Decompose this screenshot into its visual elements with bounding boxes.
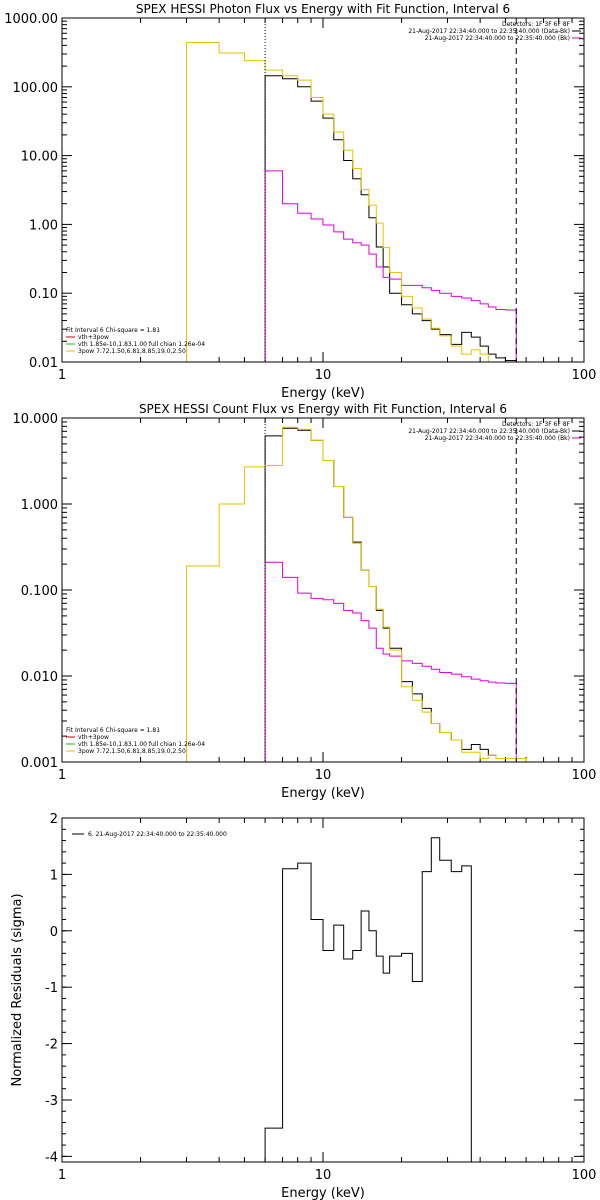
series-group bbox=[264, 837, 472, 1162]
x-tick-label: 10 bbox=[315, 768, 332, 783]
y-tick-label: 0.010 bbox=[21, 670, 58, 685]
legend-entry: 21-Aug-2017 22:34:40.000 to 22:35:40.000… bbox=[408, 428, 570, 435]
y-tick-label: -4 bbox=[45, 1150, 58, 1165]
y-axis-label: Normalized Residuals (sigma) bbox=[10, 893, 25, 1086]
legend-entry: 6. 21-Aug-2017 22:34:40.000 to 22:35:40.… bbox=[88, 831, 227, 838]
y-tick-label: -2 bbox=[45, 1038, 58, 1053]
x-tick-label: 100 bbox=[572, 1168, 597, 1183]
x-tick-label: 100 bbox=[572, 768, 597, 783]
legend-entry: 21-Aug-2017 22:34:40.000 to 22:35:40.000… bbox=[425, 435, 570, 442]
data-series bbox=[186, 426, 527, 762]
legend-entry: 21-Aug-2017 22:34:40.000 to 22:35:40.000… bbox=[408, 28, 570, 35]
y-tick-label: 2 bbox=[50, 812, 58, 827]
legend-entry: vth 1.85e-10,1.83,1.00 full chian 1.26e-… bbox=[78, 341, 205, 348]
y-tick-label: 1.000 bbox=[21, 498, 58, 513]
legend-entry: 3pow 7.72,1.50,6.81,8.85,19.0,2.50 bbox=[78, 748, 186, 755]
y-tick-label: -3 bbox=[45, 1094, 58, 1109]
y-tick-label: 1000.00 bbox=[4, 12, 58, 27]
data-series bbox=[264, 75, 517, 362]
x-axis-label: Energy (keV) bbox=[281, 386, 365, 401]
data-series bbox=[264, 427, 517, 762]
y-tick-label: 0.10 bbox=[29, 287, 58, 302]
y-tick-label: 10.000 bbox=[13, 412, 59, 427]
data-series bbox=[264, 837, 472, 1162]
y-tick-label: 0.100 bbox=[21, 584, 58, 599]
y-tick-label: 10.00 bbox=[21, 150, 58, 165]
plot-frame bbox=[61, 17, 585, 363]
x-axis-label: Energy (keV) bbox=[281, 1186, 365, 1200]
data-series bbox=[186, 42, 517, 362]
data-series bbox=[264, 561, 517, 762]
y-tick-label: 0.01 bbox=[29, 356, 58, 371]
chart-title: SPEX HESSI Photon Flux vs Energy with Fi… bbox=[136, 2, 510, 16]
x-axis-label: Energy (keV) bbox=[281, 786, 365, 801]
legend-entry: 21-Aug-2017 22:34:40.000 to 22:35:40.000… bbox=[425, 35, 570, 42]
legend-entry: vth+3pow bbox=[78, 734, 109, 741]
count-flux-panel: SPEX HESSI Count Flux vs Energy with Fit… bbox=[13, 402, 597, 801]
legend-entry: Detectors: 1F 3F 6F 8F bbox=[502, 421, 571, 428]
x-tick-label: 100 bbox=[572, 368, 597, 383]
y-tick-label: -1 bbox=[45, 981, 58, 996]
plot-frame bbox=[61, 417, 585, 763]
series-group bbox=[186, 42, 517, 362]
residuals-panel: 1 10 100 Energy (keV) -4 -3 -2 -1 0 1 2 Normalized … bbox=[10, 812, 596, 1200]
legend-entry: 3pow 7.72,1.50,6.81,8.85,19.0,2.50 bbox=[78, 348, 186, 355]
x-tick-label: 1 bbox=[58, 768, 66, 783]
y-tick-label: 100.00 bbox=[13, 81, 59, 96]
x-tick-label: 10 bbox=[315, 368, 332, 383]
legend-entry: vth+3pow bbox=[78, 334, 109, 341]
legend-entry: Fit Interval 6 Chi-square = 1.81 bbox=[66, 327, 160, 334]
legend-entry: vth 1.85e-10,1.83,1.00 full chian 1.26e-… bbox=[78, 741, 205, 748]
chart-title: SPEX HESSI Count Flux vs Energy with Fit… bbox=[139, 402, 507, 416]
legend-entry: Detectors: 1F 3F 6F 8F bbox=[502, 21, 571, 28]
series-group bbox=[186, 426, 527, 762]
x-tick-label: 10 bbox=[315, 1168, 332, 1183]
y-tick-label: 0.001 bbox=[21, 756, 58, 771]
legend-entry: Fit Interval 6 Chi-square = 1.81 bbox=[66, 727, 160, 734]
x-tick-label: 1 bbox=[58, 1168, 66, 1183]
photon-flux-panel: SPEX HESSI Photon Flux vs Energy with Fi… bbox=[4, 2, 596, 401]
y-tick-label: 0 bbox=[50, 925, 58, 940]
y-tick-label: 1.00 bbox=[29, 218, 58, 233]
plot-frame bbox=[61, 817, 585, 1163]
data-series bbox=[264, 170, 517, 362]
y-tick-label: 1 bbox=[50, 868, 58, 883]
x-tick-label: 1 bbox=[58, 368, 66, 383]
